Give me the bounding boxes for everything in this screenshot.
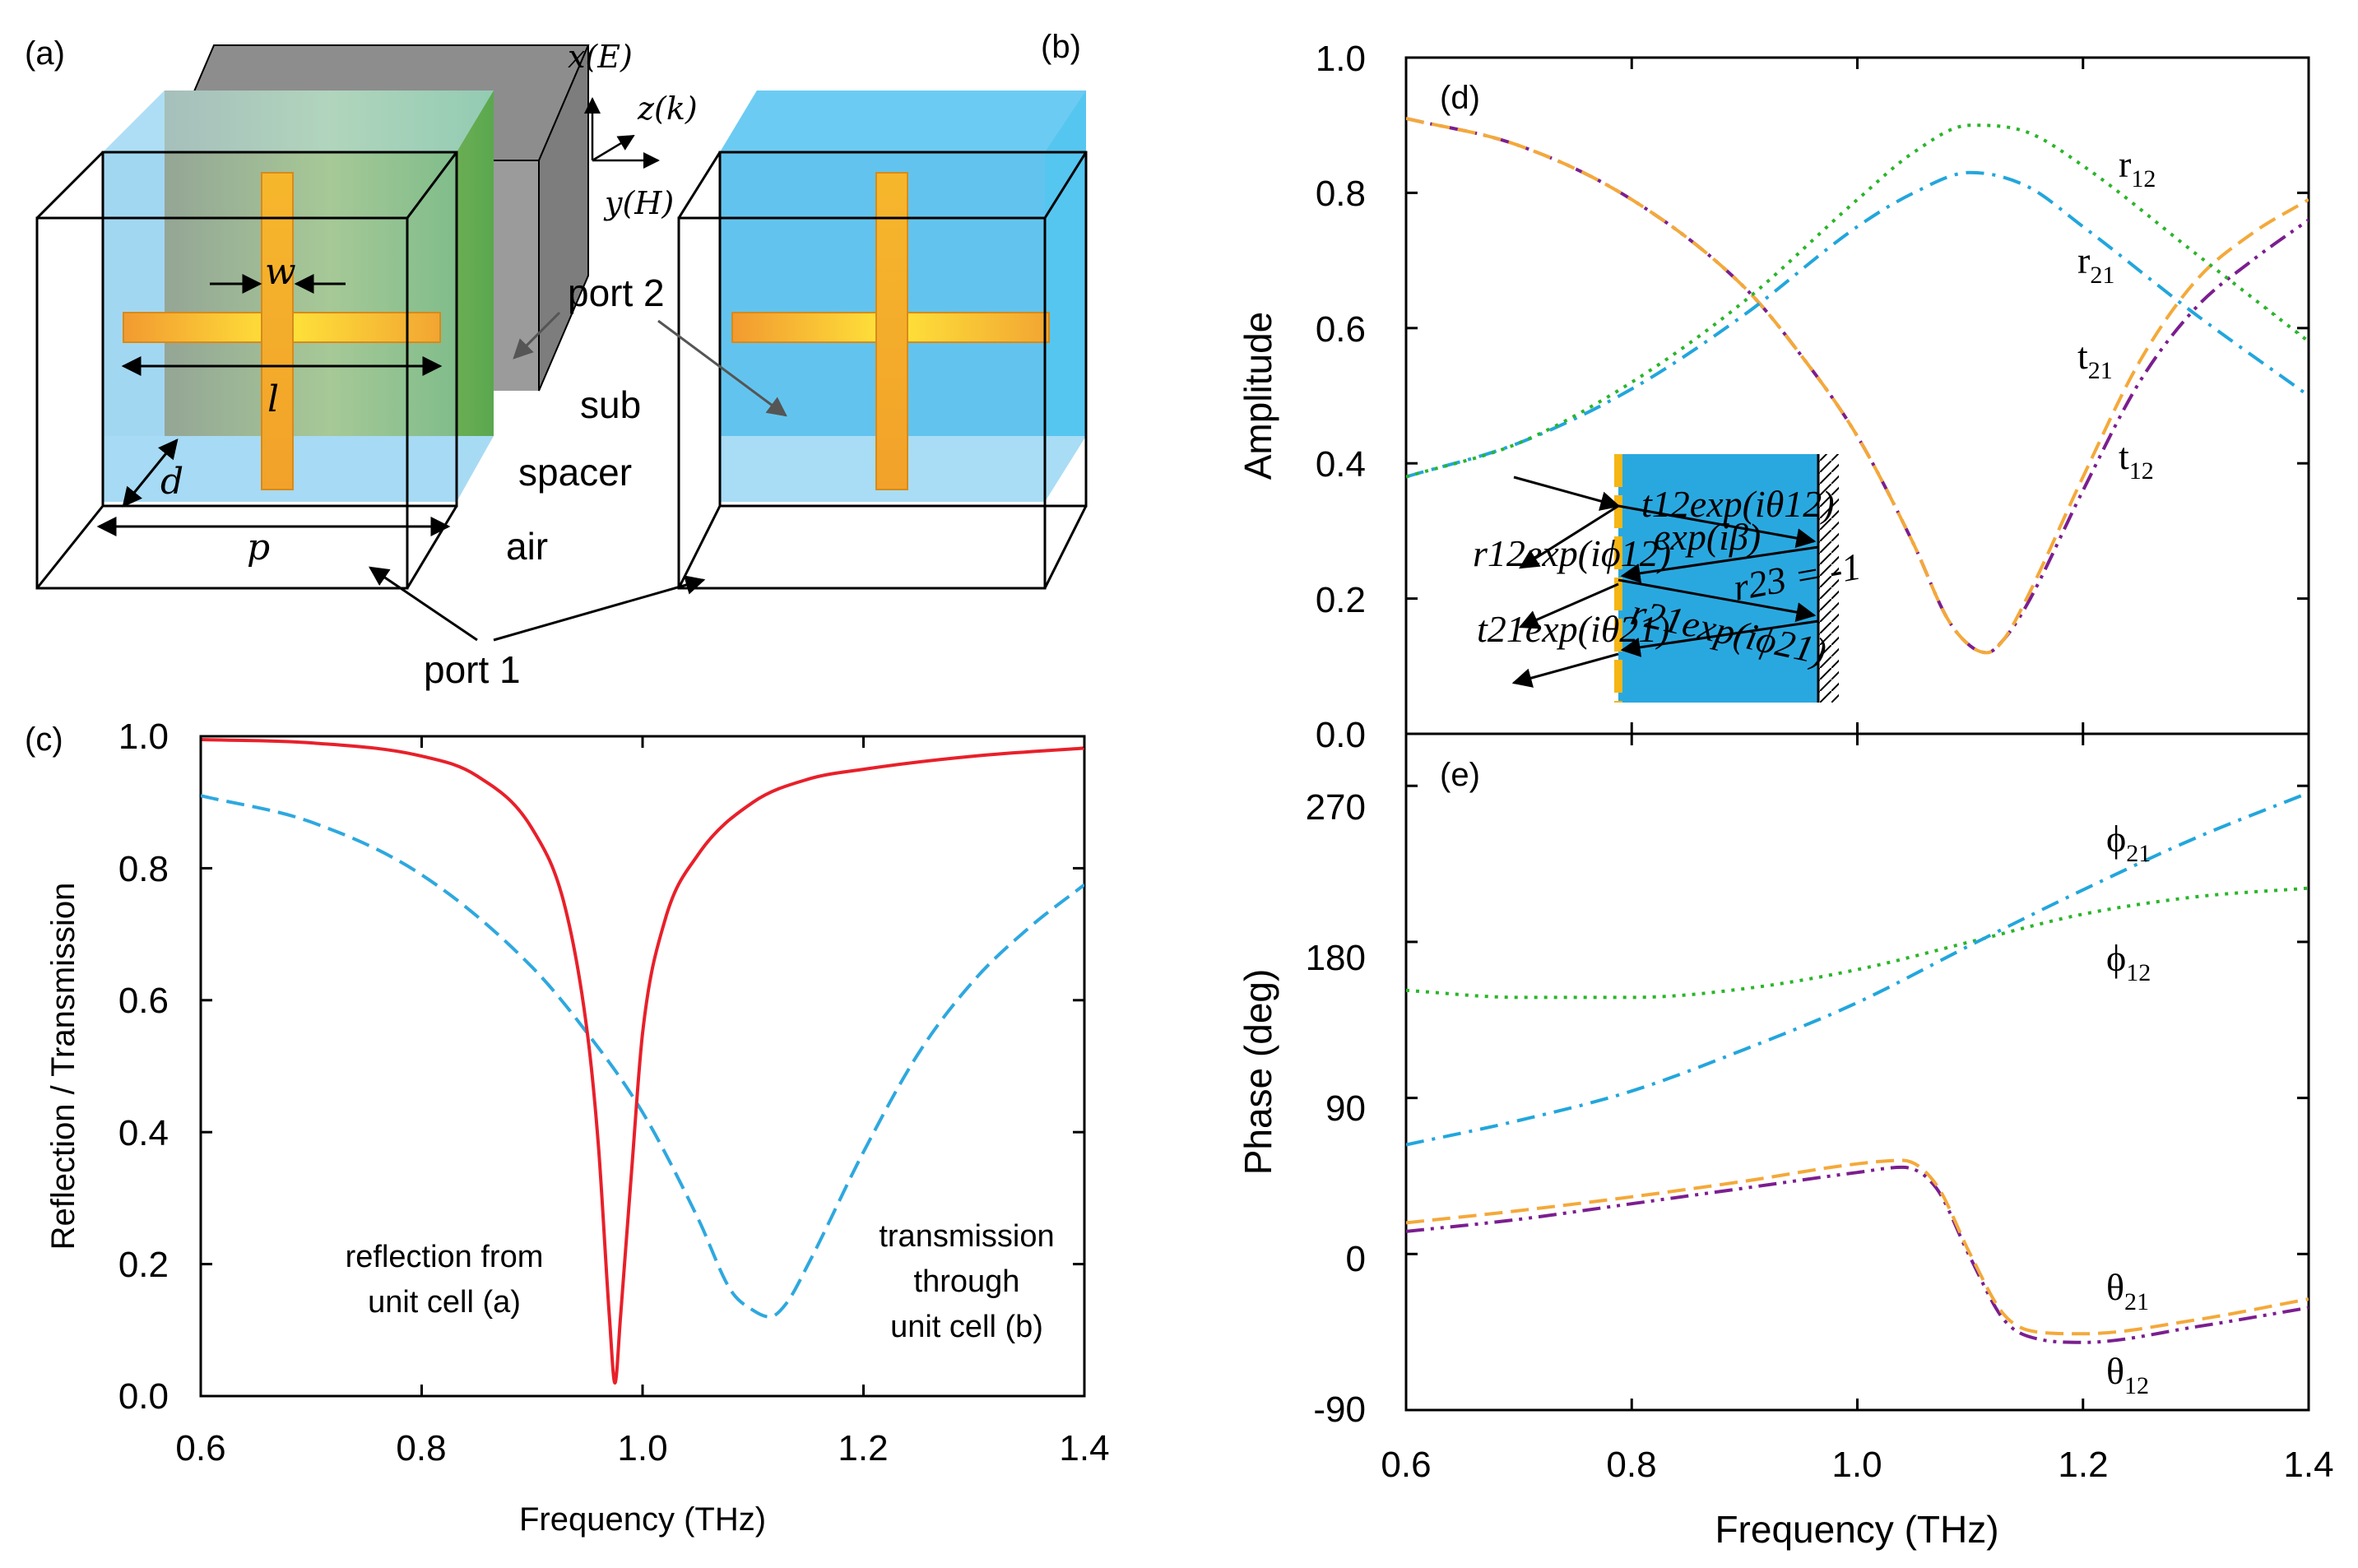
- inset-diagram: t12exp(iθ12) exp(iβ) r12exp(iϕ12) r23 = …: [1473, 454, 1864, 703]
- y-tick-d-2: 0.4: [1316, 444, 1366, 485]
- y-tick-c-4: 0.8: [118, 849, 169, 889]
- y-tick-c-3: 0.6: [118, 981, 169, 1021]
- series-line-d-1: [1406, 170, 2309, 479]
- x-tick-c-1: 0.8: [396, 1428, 446, 1468]
- y-tick-c-5: 1.0: [118, 717, 169, 757]
- dim-d: d: [160, 461, 183, 503]
- series-line-e-2: [1406, 1158, 2309, 1336]
- annotation-transmission-3: unit cell (b): [890, 1310, 1043, 1344]
- label-phi21: ϕ21: [2106, 818, 2151, 867]
- series-line-c-1: [201, 794, 1084, 1319]
- x-tick-c-2: 1.0: [617, 1428, 667, 1468]
- y-tick-e-4: 270: [1306, 787, 1366, 828]
- y-tick-e-2: 90: [1325, 1088, 1366, 1129]
- y-tick-d-5: 1.0: [1316, 39, 1366, 79]
- y-tick-c-1: 0.2: [118, 1245, 169, 1285]
- port2-label: port 2: [568, 271, 665, 314]
- axis-x-label: x(E): [568, 39, 633, 75]
- y-tick-c-2: 0.4: [118, 1113, 169, 1153]
- y-tick-d-1: 0.2: [1316, 580, 1366, 620]
- panel-label-d: (d): [1440, 80, 1480, 116]
- x-tick-c-0: 0.6: [175, 1428, 225, 1468]
- series-line-e-3: [1406, 1165, 2309, 1344]
- label-r12: r12: [2119, 143, 2156, 193]
- layer-sub-label: sub: [580, 383, 641, 426]
- x-tick-e-4: 1.4: [2283, 1445, 2333, 1485]
- y-axis-label-e: Phase (deg): [1237, 969, 1279, 1176]
- panel-label-a: (a): [25, 35, 65, 72]
- y-tick-e-0: -90: [1313, 1389, 1366, 1430]
- panel-c-plot: (c) 0.6 0.8 1.0 1.2 1.4 0.0 0.2 0.4 0.6 …: [25, 717, 1110, 1538]
- inset-t12-term: t12exp(iθ12): [1641, 483, 1835, 525]
- panel-label-c: (c): [25, 721, 63, 758]
- label-theta21: θ21: [2106, 1266, 2149, 1315]
- x-tick-c-3: 1.2: [838, 1428, 888, 1468]
- y-tick-d-4: 0.8: [1316, 174, 1366, 214]
- dim-l: l: [267, 378, 279, 420]
- x-tick-e-3: 1.2: [2058, 1445, 2108, 1485]
- plot-area-e: [1404, 732, 2310, 1412]
- panel-e-plot: (e) -90 0 90 180 270 0.6 0.8 1.0 1.2 1.4…: [1237, 732, 2334, 1551]
- y-axis-label-d: Amplitude: [1237, 312, 1279, 480]
- y-tick-e-3: 180: [1306, 938, 1366, 978]
- series-line-c-0: [201, 738, 1084, 1385]
- annotation-reflection-1: reflection from: [346, 1240, 544, 1274]
- x-axis-label-c: Frequency (THz): [519, 1501, 766, 1538]
- inset-r12-term: r12exp(iϕ12): [1473, 532, 1671, 574]
- series-line-e-1: [1406, 886, 2309, 1000]
- port1-label: port 1: [424, 648, 521, 691]
- axis-z-label: z(k): [637, 90, 698, 127]
- panel-label-e: (e): [1440, 757, 1480, 793]
- dim-p: p: [247, 527, 270, 568]
- schematic-panel-ab: (a) (b) w l d p: [25, 29, 1088, 691]
- dim-w: w: [265, 251, 296, 293]
- x-tick-c-4: 1.4: [1059, 1428, 1109, 1468]
- annotation-transmission-2: through: [914, 1264, 1020, 1299]
- panel-d-plot: (d) 0.0 0.2 0.4 0.6 0.8 1.0 Amplitude r1…: [1237, 39, 2310, 755]
- series-line-d-2: [1406, 117, 2309, 655]
- panel-label-b: (b): [1041, 29, 1081, 65]
- y-tick-d-0: 0.0: [1316, 715, 1366, 755]
- x-tick-e-0: 0.6: [1381, 1445, 1431, 1485]
- y-tick-e-1: 0: [1346, 1239, 1366, 1279]
- layer-spacer-label: spacer: [518, 451, 632, 494]
- y-tick-c-0: 0.0: [118, 1376, 169, 1417]
- y-axis-label-c: Reflection / Transmission: [45, 883, 81, 1250]
- x-axis-label-e: Frequency (THz): [1715, 1508, 1998, 1551]
- label-t21: t21: [2077, 335, 2113, 384]
- annotation-reflection-2: unit cell (a): [368, 1285, 521, 1320]
- inset-t21-term: t21exp(iθ21): [1477, 608, 1670, 650]
- annotation-transmission-1: transmission: [879, 1219, 1054, 1254]
- label-r21: r21: [2077, 239, 2114, 289]
- label-phi12: ϕ12: [2106, 937, 2151, 986]
- series-line-d-0: [1406, 123, 2309, 479]
- label-theta12: θ12: [2106, 1350, 2149, 1399]
- y-tick-d-3: 0.6: [1316, 309, 1366, 350]
- x-tick-e-2: 1.0: [1831, 1445, 1882, 1485]
- layer-air-label: air: [506, 525, 548, 568]
- series-line-e-0: [1406, 791, 2309, 1147]
- axis-y-label: y(H): [603, 185, 674, 221]
- x-tick-e-1: 0.8: [1606, 1445, 1656, 1485]
- inset-prop-term: exp(iβ): [1654, 516, 1761, 558]
- label-t12: t12: [2119, 435, 2154, 485]
